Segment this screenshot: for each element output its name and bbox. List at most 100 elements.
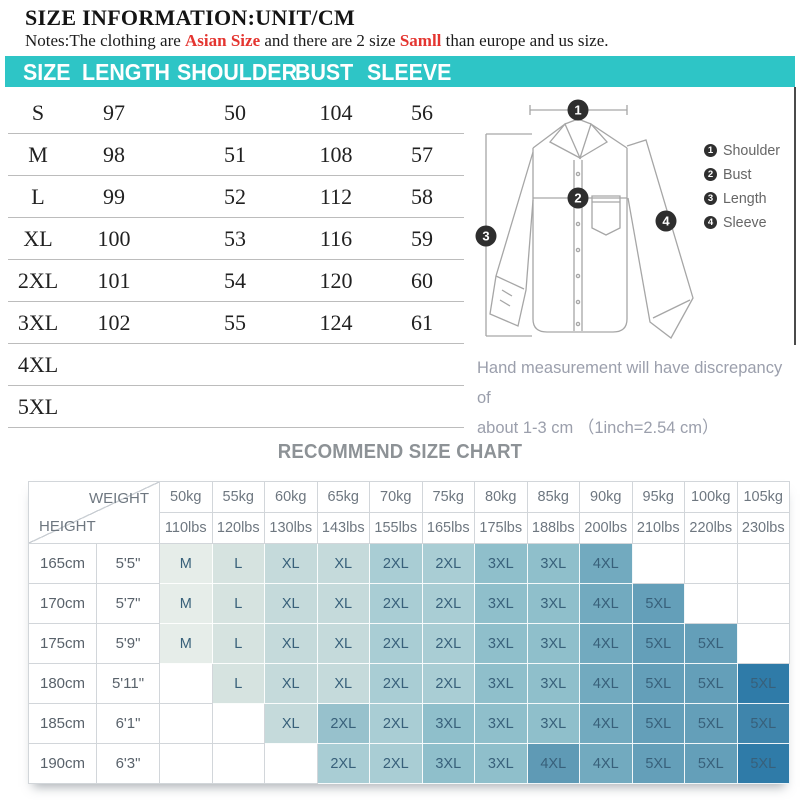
recommend-chart-title: RECOMMEND SIZE CHART [277, 441, 523, 463]
marker-3-length [475, 225, 497, 247]
size-row: S 97 50 104 56 [8, 92, 464, 134]
recommended-size-cell: 2XL [422, 584, 475, 624]
recommended-size-cell: M [160, 624, 213, 664]
legend-item-sleeve: 4 Sleeve [704, 210, 783, 234]
marker-2-number: 2 [574, 191, 581, 206]
height-cm-label: 190cm [29, 744, 97, 784]
legend-label: Sleeve [723, 213, 767, 231]
legend-label: Shoulder [723, 141, 781, 159]
weight-lbs-header: 200lbs [580, 513, 633, 544]
weight-kg-header: 105kg [737, 482, 790, 513]
recommended-size-cell: 5XL [685, 624, 738, 664]
size-cell: 56 [411, 99, 433, 125]
recommended-size-cell: 2XL [370, 664, 423, 704]
recommended-size-cell: 3XL [527, 664, 580, 704]
empty-cell [685, 584, 738, 624]
weight-kg-header: 65kg [317, 482, 370, 513]
recommended-size-cell: 4XL [527, 744, 580, 784]
recommended-size-cell: M [160, 584, 213, 624]
empty-cell [212, 704, 265, 744]
recommended-size-cell: 2XL [317, 744, 370, 784]
recommended-size-cell: XL [265, 584, 318, 624]
legend-number-icon: 4 [704, 215, 717, 229]
legend-number-icon: 1 [704, 143, 717, 157]
recommended-size-cell: 5XL [737, 664, 790, 704]
legend-item-shoulder: 1 Shoulder [704, 138, 783, 162]
size-cell: M [28, 141, 48, 167]
size-cell: 97 [103, 99, 125, 125]
notes-highlight-small: Samll [399, 31, 442, 50]
empty-cell [160, 664, 213, 704]
size-cell: 124 [319, 309, 353, 335]
empty-cell [212, 744, 265, 784]
corner-cell: WEIGHT HEIGHT [29, 482, 160, 544]
empty-cell [737, 544, 790, 584]
recommended-size-cell: 3XL [422, 704, 475, 744]
size-row: 2XL 101 54 120 60 [8, 260, 464, 302]
notes-highlight-asian-size: Asian Size [185, 31, 261, 50]
height-row: 170cm 5'7" M L XL XL 2XL 2XL 3XL 3XL 4XL 5XL [29, 584, 790, 624]
notes-prefix: Notes:The clothing are [25, 31, 186, 50]
empty-cell [737, 624, 790, 664]
recommended-size-cell: 2XL [370, 704, 423, 744]
size-cell: 4XL [17, 351, 59, 377]
size-cell: 2XL [17, 267, 59, 293]
height-ft-label: 6'1" [97, 704, 160, 744]
legend-number-icon: 3 [704, 191, 717, 205]
weight-kg-header: 60kg [265, 482, 318, 513]
recommended-size-cell: 2XL [422, 664, 475, 704]
recommended-size-cell: 4XL [580, 744, 633, 784]
size-cell: 99 [103, 183, 125, 209]
recommended-size-cell: 3XL [527, 704, 580, 744]
size-row: 4XL [8, 344, 464, 386]
recommended-size-cell: XL [317, 584, 370, 624]
recommended-size-cell: XL [265, 544, 318, 584]
marker-3-number: 3 [482, 229, 489, 244]
hand-note-line1: Hand measurement will have discrepancy o… [477, 358, 783, 407]
size-cell: 53 [224, 225, 246, 251]
legend-item-bust: 2 Bust [704, 162, 783, 186]
header-label-bust: BUST [295, 59, 354, 85]
marker-1-number: 1 [574, 103, 581, 118]
height-cm-label: 180cm [29, 664, 97, 704]
empty-cell [632, 544, 685, 584]
weight-lbs-header: 110lbs [160, 513, 213, 544]
recommended-size-cell: 5XL [632, 624, 685, 664]
size-cell: 57 [411, 141, 433, 167]
recommended-size-cell: 3XL [527, 544, 580, 584]
header-label-size: SIZE [23, 59, 71, 85]
hand-measurement-note: Hand measurement will have discrepancy o… [477, 353, 789, 443]
notes-suffix: than europe and us size. [441, 31, 609, 50]
recommended-size-cell: 3XL [527, 584, 580, 624]
recommended-size-cell: 4XL [580, 584, 633, 624]
recommended-size-cell: 3XL [475, 744, 528, 784]
empty-cell [160, 744, 213, 784]
marker-4-sleeve [655, 210, 677, 232]
size-cell: 101 [97, 267, 131, 293]
size-row: L 99 52 112 58 [8, 176, 464, 218]
size-cell: 59 [411, 225, 433, 251]
size-cell: 98 [103, 141, 125, 167]
recommended-size-cell: 4XL [580, 624, 633, 664]
recommended-size-cell: 5XL [685, 744, 738, 784]
height-row: 165cm 5'5" M L XL XL 2XL 2XL 3XL 3XL 4XL [29, 544, 790, 584]
weight-kg-header: 100kg [685, 482, 738, 513]
recommended-size-cell: 3XL [475, 704, 528, 744]
hand-note-line2: about 1-3 cm （1inch=2.54 cm） [477, 418, 719, 437]
header-label-length: LENGTH [82, 59, 170, 85]
legend-item-length: 3 Length [704, 186, 783, 210]
empty-cell [737, 584, 790, 624]
empty-cell [160, 704, 213, 744]
weight-kg-header: 70kg [370, 482, 423, 513]
shirt-measurement-diagram: 1 2 3 4 [475, 99, 694, 339]
weight-lbs-header: 165lbs [422, 513, 475, 544]
recommended-size-cell: L [212, 584, 265, 624]
marker-1-shoulder [567, 99, 589, 121]
recommended-size-cell: XL [265, 624, 318, 664]
height-ft-label: 5'5" [97, 544, 160, 584]
left-sleeve [489, 151, 534, 327]
size-cell: 60 [411, 267, 433, 293]
recommended-size-cell: M [160, 544, 213, 584]
height-ft-label: 6'3" [97, 744, 160, 784]
